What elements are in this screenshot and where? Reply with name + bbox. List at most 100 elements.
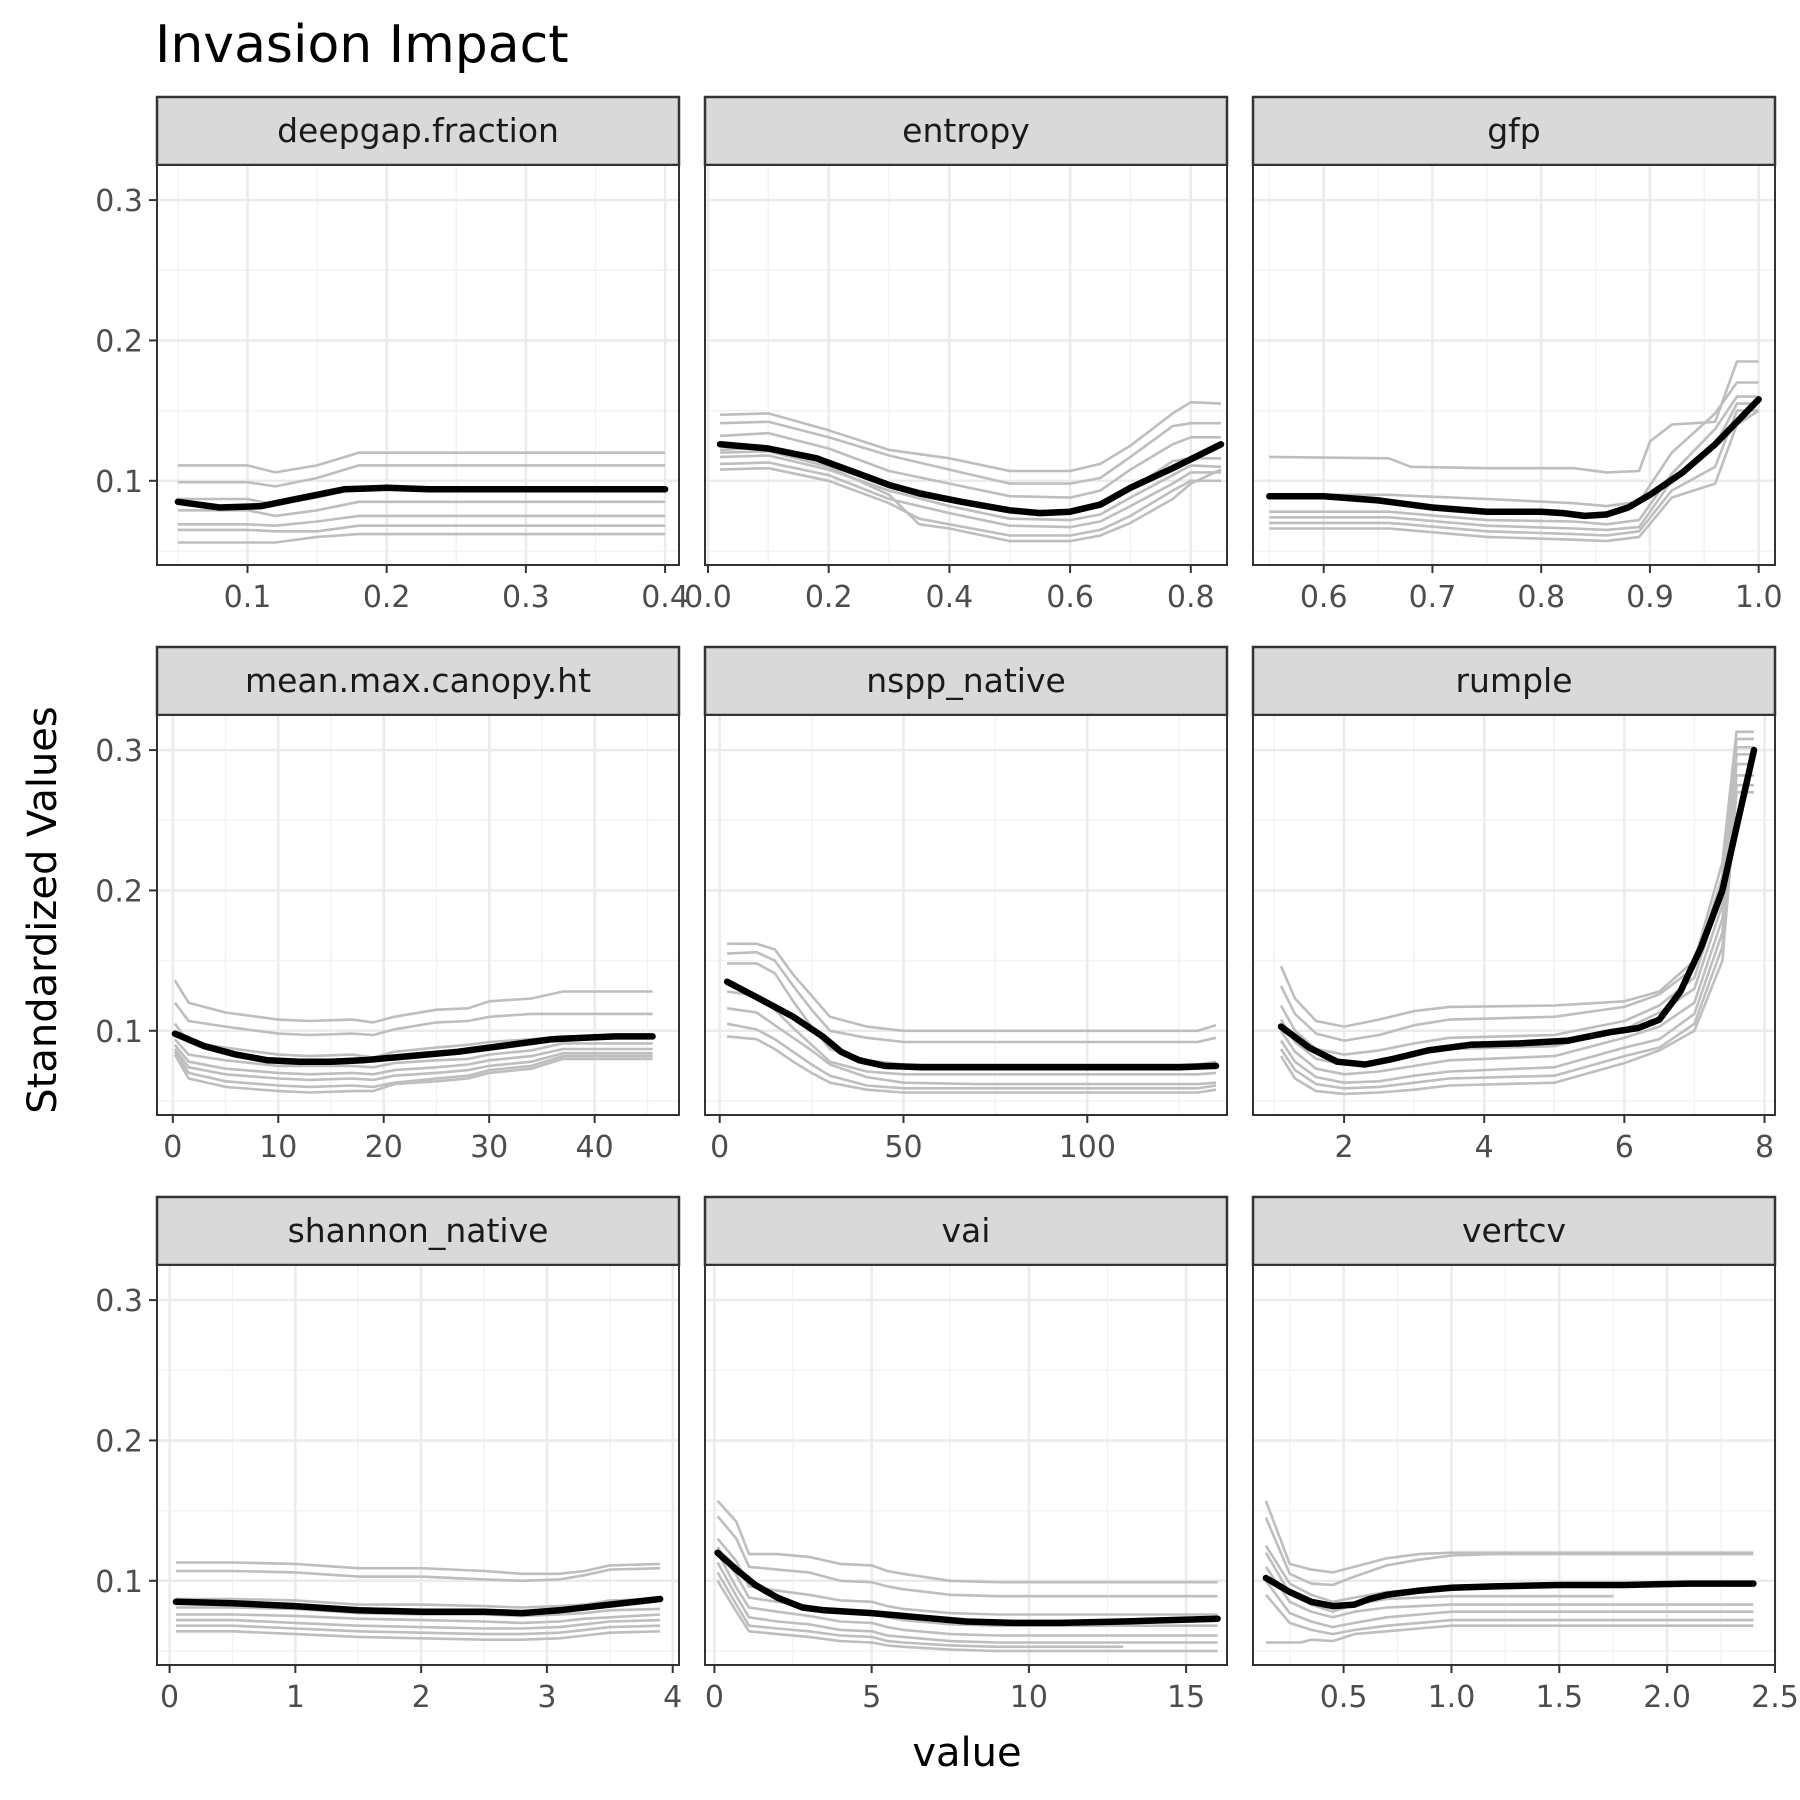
individual-line-6 [716,1561,1218,1644]
strip-label-deepgap-fraction: deepgap.fraction [277,111,559,150]
individual-line-5 [1269,409,1759,537]
individual-line-1 [1269,360,1759,474]
mean-line [714,1549,1221,1627]
individual-line-4 [1269,402,1759,532]
individual-line-7 [1279,783,1754,1090]
y-tick-label: 0.2 [95,874,143,909]
y-tick-label: 0.2 [95,1424,143,1459]
x-tick-label: 4 [663,1680,682,1715]
x-tick-label: 0.4 [926,580,974,615]
individual-line-7 [175,1624,661,1636]
panel-nspp-native: nspp_native 0 50 100 [703,645,1229,1165]
x-tick-label: 5 [862,1680,881,1715]
x-tick-label: 1.0 [1428,1680,1476,1715]
x-tick-label: 1.5 [1535,1680,1583,1715]
y-tick-label: 0.1 [95,1565,143,1600]
x-tick-label: 0.0 [684,580,732,615]
x-tick-label: 2.0 [1643,1680,1691,1715]
individual-line-6 [1279,774,1754,1084]
panel-border [1252,714,1776,1116]
individual-line-1 [716,1499,1218,1584]
individual-line-6 [175,1618,661,1630]
y-tick-label: 0.3 [95,734,143,769]
mean-line [1277,746,1758,1068]
panel-border [1252,1264,1776,1666]
individual-line-1 [173,979,653,1024]
strip-shannon-native [155,1195,681,1267]
x-tick-label: 20 [365,1130,403,1165]
individual-line-8 [720,449,1222,543]
individual-line-2 [173,1001,653,1037]
individual-line-3 [1269,395,1759,526]
x-tick-label: 0.5 [1320,1680,1368,1715]
strip-label-vai: vai [942,1211,991,1250]
individual-line-7 [720,466,1221,537]
mean-line [172,1595,664,1617]
facet-panels: deepgap.fraction 0.1 0.2 0.3 0.4 0.1 0.2 0.3 ent… [95,95,1799,1715]
x-tick-label: 0.2 [805,580,853,615]
individual-line-1 [720,400,1222,473]
panel-vertcv: vertcv 0.5 1.0 1.5 2.0 2.5 [1251,1195,1799,1715]
mean-line [716,441,1225,517]
panel-vai: vai 0 5 10 15 [703,1195,1229,1715]
individual-line-8 [1265,1624,1754,1644]
strip-label-mean-max-canopy-ht: mean.max.canopy.ht [245,661,591,700]
x-tick-label: 10 [1010,1680,1048,1715]
individual-line-7 [177,532,666,544]
strip-label-nspp-native: nspp_native [866,661,1066,700]
panel-background [705,715,1227,1115]
strip-label-vertcv: vertcv [1462,1211,1566,1250]
individual-line-6 [1264,1580,1754,1629]
x-tick-label: 0.8 [1517,580,1565,615]
individual-line-1 [1279,730,1754,1028]
x-tick-label: 40 [576,1130,614,1165]
y-tick-label: 0.1 [95,465,143,500]
panel-entropy: entropy 0.0 0.2 0.4 0.6 0.8 [684,95,1229,615]
individual-line-5 [720,454,1222,522]
x-tick-label: 0.8 [1167,580,1215,615]
individual-line-3 [175,1597,661,1609]
individual-line-4 [1279,752,1754,1066]
x-axis-title: value [912,1730,1021,1776]
individual-line-7 [1264,1593,1754,1636]
panel-border [704,1264,1228,1666]
panel-border [704,164,1228,566]
individual-line-5 [175,1613,661,1625]
individual-line-2 [727,950,1217,1044]
x-tick-label: 0.7 [1409,580,1457,615]
individual-line-2 [720,420,1221,485]
x-tick-label: 30 [470,1130,508,1165]
individual-line-7 [726,1035,1217,1094]
panel-background [1253,1265,1775,1665]
individual-line-8 [173,1053,653,1094]
panel-background [1253,715,1775,1115]
strip-label-shannon-native: shannon_native [288,1211,549,1250]
individual-line-2 [1269,381,1759,508]
strip-mean-max-canopy-ht [155,645,681,717]
strip-label-rumple: rumple [1455,661,1572,700]
x-tick-label: 2.5 [1751,1680,1799,1715]
x-tick-label: 2 [1335,1130,1354,1165]
mean-line [1262,1574,1757,1610]
y-tick-label: 0.1 [95,1015,143,1050]
panel-border [704,714,1228,1116]
y-tick-label: 0.2 [95,324,143,359]
individual-line-2 [177,464,666,488]
strip-gfp [1251,95,1777,167]
individual-line-7 [173,1051,653,1089]
individual-line-2 [1264,1517,1754,1587]
individual-line-5 [177,514,666,528]
x-tick-label: 0.3 [502,580,550,615]
individual-line-6 [1269,409,1760,543]
panel-shannon-native: shannon_native 0 1 2 3 4 0.1 0.2 0.3 [95,1195,682,1715]
individual-line-2 [1279,737,1754,1042]
x-tick-label: 0.9 [1626,580,1674,615]
mean-line [723,978,1220,1071]
x-tick-label: 100 [1059,1130,1116,1165]
mean-line [174,484,669,511]
x-tick-label: 0 [160,1680,179,1715]
y-tick-label: 0.3 [95,1284,143,1319]
x-tick-label: 1 [286,1680,305,1715]
individual-line-4 [173,1038,653,1069]
